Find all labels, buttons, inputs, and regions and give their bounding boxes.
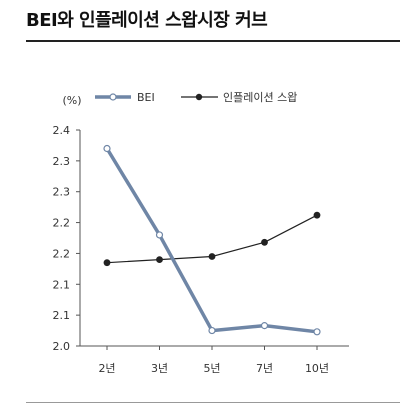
y-tick-label: 2.0 [53, 340, 71, 353]
page-title: BEI와 인플레이션 스왑시장 커브 [26, 10, 268, 31]
x-tick-label: 7년 [256, 362, 273, 375]
data-point-inflation-swap [156, 256, 163, 263]
x-tick-label: 5년 [203, 362, 220, 375]
y-unit-label: (%) [62, 94, 81, 107]
data-point-inflation-swap [313, 211, 321, 219]
legend-bei-label: BEI [137, 91, 155, 104]
x-ticks: 2년 3년 5년 7년 10년 [98, 346, 329, 375]
data-point-bei [155, 231, 164, 239]
x-tick-label: 2년 [98, 362, 115, 375]
legend-bei-marker [109, 93, 117, 101]
y-tick-label: 2.2 [53, 217, 71, 230]
y-tick-label: 2.2 [53, 247, 71, 260]
legend: BEI 인플레이션 스왑 [95, 91, 297, 104]
data-point-inflation-swap [208, 253, 216, 260]
y-tick-label: 2.1 [53, 309, 71, 322]
y-tick-label: 2.1 [53, 278, 71, 291]
x-tick-label: 10년 [305, 362, 329, 375]
data-point-bei [208, 326, 216, 335]
bottom-divider [26, 402, 400, 403]
y-tick-label: 2.3 [53, 186, 71, 199]
data-point-inflation-swap [103, 259, 111, 267]
y-ticks: 2.0 2.1 2.1 2.2 2.2 2.3 2.3 2.4 [53, 124, 80, 353]
y-tick-label: 2.4 [53, 124, 71, 137]
data-point-inflation-swap [261, 238, 268, 246]
legend-swap-label: 인플레이션 스왑 [223, 91, 297, 104]
data-point-bei [103, 144, 111, 153]
data-point-bei [260, 322, 269, 330]
data-point-bei [313, 328, 321, 336]
y-tick-label: 2.3 [53, 155, 71, 168]
title-divider [26, 40, 400, 42]
legend-swap-marker [195, 93, 203, 101]
x-tick-label: 3년 [151, 362, 168, 375]
series-line-bei [105, 147, 318, 334]
series-layer [103, 144, 321, 336]
